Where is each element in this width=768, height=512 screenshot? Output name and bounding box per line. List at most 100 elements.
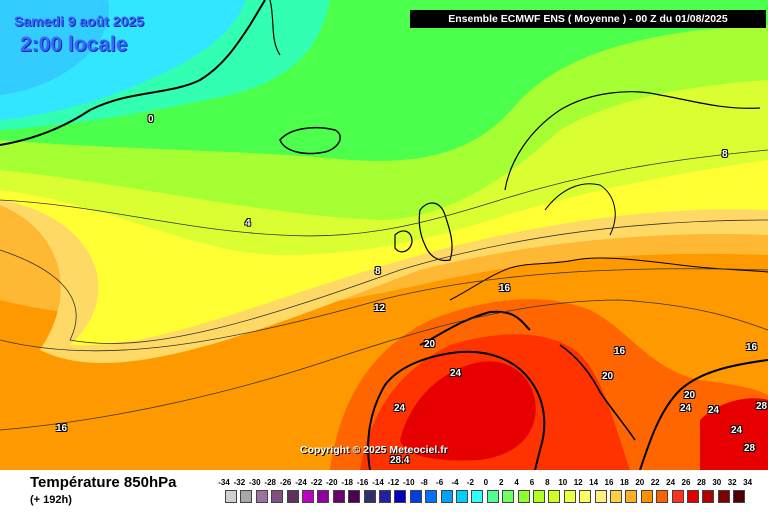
legend-swatch: [456, 490, 468, 503]
legend-swatch: [717, 490, 730, 503]
isotherm-label: 24: [394, 403, 406, 414]
iberia-coast: [367, 350, 546, 470]
isotherm-label: 8: [375, 266, 381, 277]
legend-tick-label: -32: [233, 478, 246, 487]
forecast-date: Samedi 9 août 2025: [14, 13, 144, 29]
legend-tick-label: -22: [310, 478, 323, 487]
isotherm-label: 28.4: [390, 455, 410, 466]
temperature-map: Samedi 9 août 2025 2:00 locale Ensemble …: [0, 0, 768, 470]
isotherm-label: 8: [722, 149, 728, 160]
model-run-banner: Ensemble ECMWF ENS ( Moyenne ) - 00 Z du…: [410, 10, 766, 28]
italy-coast: [559, 344, 636, 441]
legend-swatch: [610, 490, 622, 503]
legend-tick-label: -18: [341, 478, 353, 487]
britain-coast: [418, 202, 453, 262]
legend-tick-label: -12: [387, 478, 400, 487]
legend-swatch: [440, 490, 453, 503]
legend-swatch: [409, 490, 422, 503]
isotherm-label: 20: [684, 390, 696, 401]
forecast-local-time: 2:00 locale: [20, 33, 128, 56]
legend-tick-label: 18: [619, 478, 629, 487]
legend-tick-label: -8: [420, 478, 428, 487]
color-legend: -34 -32 -30 -28 -26 -24 -22 -20 -18 -16 -14 -12 -10-…: [218, 478, 754, 510]
band-dark-red: [400, 361, 536, 461]
legend-swatch: [733, 490, 746, 503]
isotherm-label: 16: [499, 283, 511, 294]
legend-tick-label: 24: [666, 478, 676, 487]
legend-swatch: [687, 490, 699, 503]
isotherm-8: [0, 219, 768, 344]
legend-tick-label: 32: [727, 478, 737, 487]
legend-tick-label: 6: [529, 478, 535, 487]
legend-swatch: [332, 490, 345, 503]
legend-swatch: [656, 490, 669, 503]
legend-swatch: [548, 490, 561, 503]
legend-tick-label: 8: [545, 478, 550, 487]
legend-swatch: [563, 490, 576, 503]
isotherm-12: [0, 268, 768, 352]
legend-swatch: [533, 490, 545, 503]
isotherm-label: 16: [746, 342, 758, 353]
legend-tick-label: -26: [279, 478, 292, 487]
legend-swatch: [348, 490, 361, 503]
isotherm-16: [0, 299, 768, 431]
legend-tick-label: -16: [356, 478, 369, 487]
legend-tick-label: -34: [218, 478, 230, 487]
band-dark-red-east: [700, 398, 768, 470]
legend-swatch: [502, 490, 515, 503]
copyright-notice: Copyright © 2025 Meteociel.fr: [300, 444, 448, 456]
north-europe-border: [449, 257, 768, 301]
legend-swatch: [271, 490, 284, 503]
legend-swatch: [255, 490, 268, 503]
isotherm-label: 16: [56, 423, 68, 434]
legend-swatch: [379, 490, 391, 503]
legend-tick-label: 2: [498, 478, 504, 487]
isotherm-label: 16: [614, 346, 626, 357]
baltic-coast: [544, 183, 616, 236]
legend-swatch: [517, 490, 530, 503]
legend-tick-label: -14: [372, 478, 384, 487]
legend-tick-label: -4: [451, 478, 459, 487]
legend-swatch: [486, 490, 499, 503]
legend-tick-label: -30: [249, 478, 261, 487]
legend-tick-label: 0: [483, 478, 489, 487]
isotherm-label: 24: [731, 425, 743, 436]
legend-swatch: [594, 490, 607, 503]
legend-tick-label: 34: [743, 478, 753, 487]
legend-tick-label: 16: [604, 478, 614, 487]
isotherm-label: 28: [756, 401, 768, 412]
legend-tick-label: 12: [573, 478, 583, 487]
isotherm-label: 24: [450, 368, 462, 379]
greenland-coast: [0, 0, 266, 146]
isotherm-label: 4: [245, 218, 251, 229]
legend-swatch: [225, 490, 237, 503]
legend-tick-label: -28: [264, 478, 276, 487]
legend-tick-label: -6: [436, 478, 444, 487]
legend-swatch: [702, 490, 715, 503]
legend-tick-label: 4: [514, 478, 519, 487]
balkans-coast: [639, 359, 768, 470]
legend-swatch: [671, 490, 684, 503]
legend-tick-label: 14: [589, 478, 599, 487]
map-graphic: [0, 0, 768, 470]
legend-tick-label: -20: [326, 478, 338, 487]
legend-tick-label: 26: [681, 478, 691, 487]
isotherm-4: [0, 149, 768, 237]
legend-tick-label: 30: [712, 478, 722, 487]
lead-time: (+ 192h): [30, 494, 72, 506]
legend-tick-label: -10: [403, 478, 415, 487]
legend-tick-label: 28: [696, 478, 706, 487]
scandinavia-coast: [504, 91, 761, 191]
france-coast: [419, 310, 531, 346]
legend-swatch: [640, 490, 653, 503]
iceland-coast: [279, 127, 341, 155]
legend-tick-label: -2: [466, 478, 474, 487]
ireland-coast: [394, 230, 413, 253]
legend-tick-label: 20: [635, 478, 645, 487]
isotherm-label: 24: [680, 403, 692, 414]
legend-swatch: [471, 490, 484, 503]
greenland-east-coast: [269, 0, 281, 56]
legend-tick-label: -24: [295, 478, 307, 487]
legend-swatch: [625, 490, 638, 503]
legend-swatch: [317, 490, 330, 503]
